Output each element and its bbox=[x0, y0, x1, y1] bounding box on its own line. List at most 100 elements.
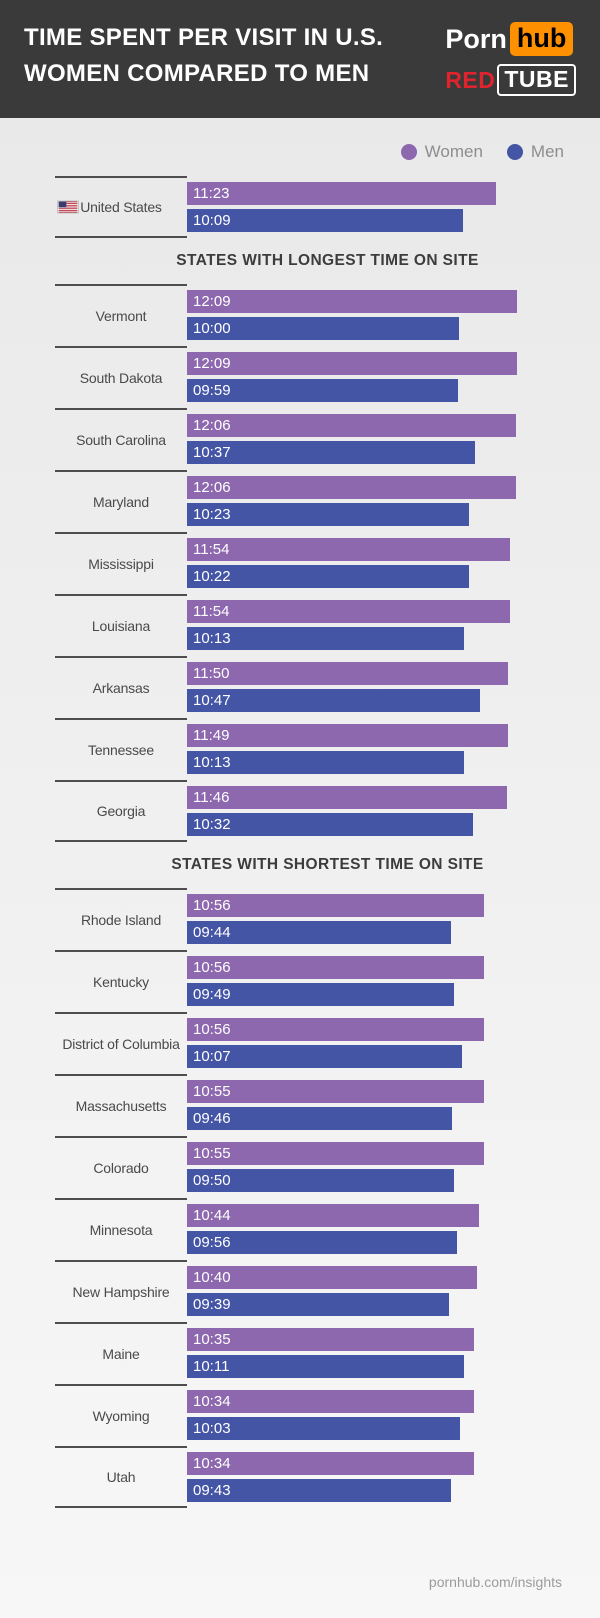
state-label-cell: Wyoming bbox=[55, 1384, 187, 1446]
state-name: South Dakota bbox=[79, 370, 163, 386]
state-label-cell: United States bbox=[55, 176, 187, 238]
state-label-cell: Kentucky bbox=[55, 950, 187, 1012]
state-name: Kentucky bbox=[93, 974, 149, 990]
state-row: Georgia 11:46 10:32 bbox=[55, 780, 600, 842]
women-value: 11:49 bbox=[193, 727, 230, 744]
footer-credit: pornhub.com/insights bbox=[428, 1574, 562, 1590]
women-value: 10:44 bbox=[193, 1207, 231, 1224]
women-bar: 10:56 bbox=[187, 956, 484, 979]
women-value: 11:23 bbox=[193, 185, 230, 202]
state-label-cell: Maine bbox=[55, 1322, 187, 1384]
men-value: 10:22 bbox=[193, 568, 231, 585]
women-value: 10:40 bbox=[193, 1269, 231, 1286]
state-row: Maine 10:35 10:11 bbox=[55, 1322, 600, 1384]
state-name: District of Columbia bbox=[62, 1036, 180, 1052]
state-row: Utah 10:34 09:43 bbox=[55, 1446, 600, 1508]
women-bar: 12:09 bbox=[187, 352, 517, 375]
men-bar: 10:07 bbox=[187, 1045, 462, 1068]
state-row: Kentucky 10:56 09:49 bbox=[55, 950, 600, 1012]
women-value: 10:55 bbox=[193, 1083, 231, 1100]
men-value: 10:13 bbox=[193, 630, 231, 647]
women-value: 10:55 bbox=[193, 1145, 231, 1162]
redtube-logo-tube: TUBE bbox=[497, 64, 576, 96]
men-bar: 10:22 bbox=[187, 565, 469, 588]
state-row: District of Columbia 10:56 10:07 bbox=[55, 1012, 600, 1074]
state-row: Colorado 10:55 09:50 bbox=[55, 1136, 600, 1198]
state-label-cell: New Hampshire bbox=[55, 1260, 187, 1322]
women-value: 11:50 bbox=[193, 665, 230, 682]
women-bar: 11:50 bbox=[187, 662, 509, 685]
men-bar: 10:37 bbox=[187, 441, 476, 464]
state-name: Georgia bbox=[96, 803, 146, 819]
men-bar: 09:49 bbox=[187, 983, 454, 1006]
women-value: 10:34 bbox=[193, 1393, 231, 1410]
bar-group: 10:34 09:43 bbox=[187, 1446, 517, 1508]
state-name: Wyoming bbox=[92, 1408, 150, 1424]
bar-group: 12:09 10:00 bbox=[187, 284, 517, 346]
women-value: 11:46 bbox=[193, 789, 230, 806]
legend-men-label: Men bbox=[530, 142, 564, 161]
state-row: Rhode Island 10:56 09:44 bbox=[55, 888, 600, 950]
men-value: 09:56 bbox=[193, 1234, 231, 1251]
bar-group: 11:49 10:13 bbox=[187, 718, 517, 780]
bar-group: 10:55 09:46 bbox=[187, 1074, 517, 1136]
bar-group: 12:06 10:23 bbox=[187, 470, 517, 532]
state-label-cell: Georgia bbox=[55, 780, 187, 842]
women-value: 10:56 bbox=[193, 1021, 231, 1038]
men-bar: 10:11 bbox=[187, 1355, 464, 1378]
men-bar: 09:46 bbox=[187, 1107, 453, 1130]
state-label-cell: Rhode Island bbox=[55, 888, 187, 950]
women-bar: 11:54 bbox=[187, 538, 511, 561]
men-value: 10:11 bbox=[193, 1358, 230, 1375]
state-label-cell: Colorado bbox=[55, 1136, 187, 1198]
men-bar: 09:59 bbox=[187, 379, 459, 402]
pornhub-logo-hub: hub bbox=[509, 22, 574, 57]
men-bar: 10:47 bbox=[187, 689, 480, 712]
men-value: 09:46 bbox=[193, 1110, 231, 1127]
state-name: Mississippi bbox=[88, 556, 154, 572]
state-name: Maine bbox=[102, 1346, 140, 1362]
men-bar: 10:03 bbox=[187, 1417, 460, 1440]
state-name: Utah bbox=[106, 1469, 136, 1485]
men-bar: 09:39 bbox=[187, 1293, 450, 1316]
women-legend-dot-icon bbox=[400, 144, 417, 160]
state-row: Massachusetts 10:55 09:46 bbox=[55, 1074, 600, 1136]
state-name: Tennessee bbox=[88, 742, 154, 758]
women-value: 11:54 bbox=[193, 603, 230, 620]
state-name: Maryland bbox=[93, 494, 149, 510]
chart-rows: United States 11:23 10:09 STATES WITH LONGE… bbox=[0, 176, 600, 1508]
women-value: 10:34 bbox=[193, 1455, 231, 1472]
state-row: Minnesota 10:44 09:56 bbox=[55, 1198, 600, 1260]
men-bar: 09:43 bbox=[187, 1479, 451, 1502]
title-line-2: WOMEN COMPARED TO MEN bbox=[24, 60, 370, 87]
women-value: 10:35 bbox=[193, 1331, 231, 1348]
state-label-cell: Maryland bbox=[55, 470, 187, 532]
women-value: 12:09 bbox=[193, 355, 231, 372]
men-value: 10:00 bbox=[193, 320, 231, 337]
state-label-cell: Utah bbox=[55, 1446, 187, 1508]
men-value: 09:50 bbox=[193, 1172, 231, 1189]
men-value: 10:37 bbox=[193, 444, 231, 461]
state-name: Vermont bbox=[95, 308, 147, 324]
men-bar: 10:00 bbox=[187, 317, 459, 340]
bar-group: 10:55 09:50 bbox=[187, 1136, 517, 1198]
state-label-cell: Vermont bbox=[55, 284, 187, 346]
men-value: 09:59 bbox=[193, 382, 231, 399]
bar-group: 10:44 09:56 bbox=[187, 1198, 517, 1260]
men-bar: 10:13 bbox=[187, 627, 465, 650]
women-bar: 12:09 bbox=[187, 290, 517, 313]
state-row: Arkansas 11:50 10:47 bbox=[55, 656, 600, 718]
infographic-header: TIME SPENT PER VISIT IN U.S. WOMEN COMPA… bbox=[0, 0, 600, 118]
us-flag-icon bbox=[57, 200, 79, 214]
legend-item-men: Men bbox=[506, 142, 564, 162]
redtube-logo: RED TUBE bbox=[445, 64, 576, 96]
section-header: STATES WITH LONGEST TIME ON SITE bbox=[176, 252, 479, 269]
men-value: 10:13 bbox=[193, 754, 231, 771]
men-bar: 09:44 bbox=[187, 921, 452, 944]
bar-group: 11:54 10:13 bbox=[187, 594, 517, 656]
women-bar: 10:40 bbox=[187, 1266, 477, 1289]
state-row: Louisiana 11:54 10:13 bbox=[55, 594, 600, 656]
state-name: Colorado bbox=[93, 1160, 149, 1176]
state-name: Minnesota bbox=[89, 1222, 153, 1238]
state-label-cell: Louisiana bbox=[55, 594, 187, 656]
